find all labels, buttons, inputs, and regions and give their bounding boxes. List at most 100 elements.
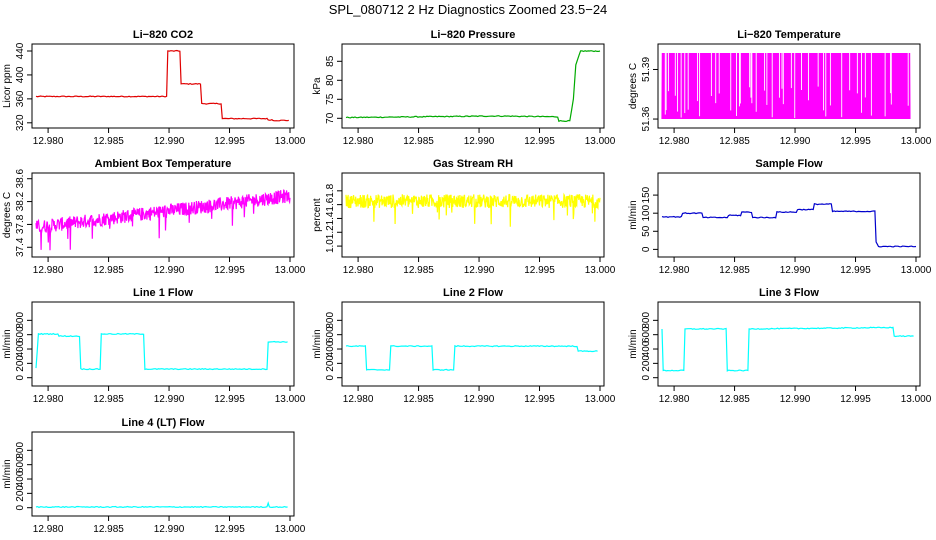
x-tick-label: 12.990 [154,136,185,147]
x-tick-label: 12.985 [93,524,124,535]
x-tick-label: 12.985 [719,265,750,276]
y-tick-label: 400 [15,66,26,83]
series-line [35,49,289,122]
y-tick-label: 200 [325,355,336,372]
x-tick-label: 12.995 [214,265,245,276]
y-tick-label: 320 [15,114,26,131]
figure-title: SPL_080712 2 Hz Diagnostics Zoomed 23.5−… [328,2,608,17]
y-tick-label: 1.8 [325,183,336,197]
y-tick-label: 600 [325,326,336,343]
x-tick-label: 13.000 [901,394,932,405]
x-tick-label: 12.995 [840,136,871,147]
panel-4: Ambient Box Temperature degrees C 12.980 12… [2,158,306,276]
x-tick-label: 12.985 [403,265,434,276]
x-tick-label: 13.000 [275,265,306,276]
y-tick-label: 100 [641,204,652,221]
x-tick-label: 12.995 [524,136,555,147]
x-tick-label: 13.000 [585,394,616,405]
y-tick-label: 1.0 [325,239,336,253]
x-tick-label: 12.980 [33,394,64,405]
x-tick-label: 13.000 [275,524,306,535]
y-axis-label: kPa [312,77,323,95]
plot-frame [341,172,605,258]
x-tick-label: 12.990 [464,394,495,405]
panel-title: Li−820 CO2 [133,29,193,41]
y-tick-label: 400 [641,340,652,357]
y-tick-label: 200 [15,485,26,502]
y-tick-label: 1.2 [325,225,336,239]
y-axis-label: Licor ppm [2,64,13,108]
y-tick-label: 200 [15,355,26,372]
y-tick-label: 800 [15,312,26,329]
x-tick-label: 12.980 [659,394,690,405]
x-tick-label: 12.990 [464,136,495,147]
y-axis-label: degrees C [628,63,639,109]
x-tick-label: 12.990 [780,136,811,147]
y-axis-label: ml/min [312,329,323,358]
y-tick-label: 51.39 [641,57,652,82]
x-tick-label: 12.980 [343,265,374,276]
x-tick-label: 12.985 [93,394,124,405]
panel-title: Li−820 Temperature [737,29,840,41]
x-tick-label: 13.000 [275,394,306,405]
x-tick-label: 12.995 [214,394,245,405]
panel-10: Line 4 (LT) Flow ml/min 12.980 12.985 12.990… [2,417,306,535]
plot-frame [341,43,605,129]
plot-frame [31,43,295,129]
x-tick-label: 12.980 [659,136,690,147]
x-tick-label: 12.990 [154,394,185,405]
series-line [661,202,917,248]
plot-frame [31,301,295,387]
x-tick-label: 13.000 [901,265,932,276]
panel-title: Line 4 (LT) Flow [122,417,205,429]
panel-9: Line 3 Flow ml/min 12.980 12.985 12.990 12.99… [628,287,932,405]
x-tick-label: 12.980 [343,394,374,405]
x-tick-label: 13.000 [901,136,932,147]
x-tick-label: 12.995 [524,265,555,276]
panel-5: Gas Stream RH percent 12.980 12.985 12.990 12… [312,158,616,276]
y-axis-label: percent [312,198,323,232]
y-tick-label: 600 [15,326,26,343]
panel-title: Sample Flow [755,158,823,170]
y-tick-label: 37.4 [15,237,26,257]
x-tick-label: 12.995 [840,265,871,276]
y-tick-label: 360 [15,90,26,107]
y-tick-label: 0 [641,246,652,252]
y-tick-label: 200 [641,355,652,372]
panel-title: Gas Stream RH [433,158,513,170]
x-tick-label: 12.985 [403,394,434,405]
y-tick-label: 600 [15,456,26,473]
panel-title: Line 2 Flow [443,287,503,299]
y-tick-label: 800 [641,312,652,329]
panel-6: Sample Flow ml/min 12.980 12.985 12.990 12.99… [628,158,932,276]
y-tick-label: 1.6 [325,197,336,211]
x-tick-label: 12.990 [780,394,811,405]
x-tick-label: 12.985 [93,136,124,147]
panel-title: Ambient Box Temperature [95,158,232,170]
x-tick-label: 13.000 [585,136,616,147]
y-tick-label: 400 [15,340,26,357]
y-tick-label: 0 [325,374,336,380]
plot-frame [657,172,921,258]
y-tick-label: 1.4 [325,211,336,225]
y-tick-label: 80 [325,74,336,86]
y-tick-label: 38.6 [15,169,26,189]
y-tick-label: 800 [325,312,336,329]
panel-1: Li−820 CO2 Licor ppm 12.980 12.985 12.990 12.… [2,29,306,147]
y-tick-label: 0 [15,504,26,510]
series-line [345,344,598,371]
x-tick-label: 12.990 [154,265,185,276]
y-tick-label: 70 [325,112,336,124]
x-tick-label: 12.985 [93,265,124,276]
y-tick-label: 50 [641,225,652,237]
y-axis-label: ml/min [628,329,639,358]
panel-8: Line 2 Flow ml/min 12.980 12.985 12.990 12.99… [312,287,616,405]
panel-2: Li−820 Pressure kPa 12.980 12.985 12.990 12.9… [312,29,616,147]
x-tick-label: 12.995 [214,136,245,147]
y-tick-label: 51.36 [641,106,652,131]
series-line [345,50,601,123]
panel-title: Li−820 Pressure [431,29,516,41]
y-tick-label: 600 [641,326,652,343]
x-tick-label: 12.980 [33,524,64,535]
